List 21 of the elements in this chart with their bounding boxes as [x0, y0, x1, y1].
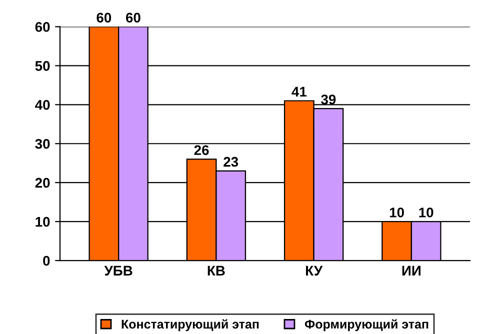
y-tick-label: 20: [35, 178, 50, 188]
data-label: 39: [321, 94, 336, 104]
data-label: 41: [292, 86, 307, 96]
data-label: 10: [419, 208, 434, 218]
y-tick-label: 0: [43, 256, 50, 266]
y-tick-label: 60: [35, 22, 50, 32]
data-label: 23: [224, 156, 238, 167]
y-tick-label: 50: [35, 61, 50, 71]
y-tick-label: 40: [35, 100, 50, 110]
y-tick-label: 30: [35, 138, 50, 149]
x-tick-label: ИИ: [402, 266, 420, 276]
x-tick-label: УБВ: [104, 266, 132, 276]
x-tick-label: КУ: [306, 266, 323, 276]
data-label: 26: [194, 145, 209, 156]
legend-label: Констатирующий этап: [122, 319, 259, 332]
x-tick-label: КВ: [208, 266, 225, 276]
data-label: 10: [390, 208, 404, 218]
data-label: 60: [126, 12, 140, 23]
legend-label: Формирующий этап: [304, 319, 428, 332]
data-label: 60: [96, 12, 112, 23]
y-tick-label: 10: [36, 216, 50, 227]
